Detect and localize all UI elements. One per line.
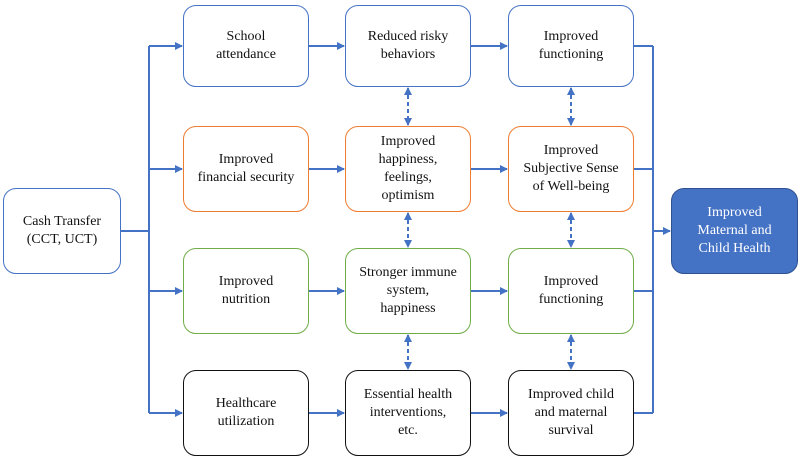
box-row1-col1: School attendance — [183, 5, 309, 87]
box-row2-col3: Improved Subjective Sense of Well-being — [508, 126, 634, 212]
box-row2-col2: Improved happiness, feelings, optimism — [345, 126, 471, 212]
box-row3-col2: Stronger immune system, happiness — [345, 248, 471, 334]
box-row2-col1: Improved financial security — [183, 126, 309, 212]
box-row4-col1: Healthcare utilization — [183, 370, 309, 456]
box-row4-col3: Improved child and maternal survival — [508, 370, 634, 456]
cash-transfer-box: Cash Transfer (CCT, UCT) — [3, 188, 121, 274]
box-row3-col1: Improved nutrition — [183, 248, 309, 334]
box-row4-col2: Essential health interventions, etc. — [345, 370, 471, 456]
box-row1-col2: Reduced risky behaviors — [345, 5, 471, 87]
box-row3-col3: Improved functioning — [508, 248, 634, 334]
outcome-box: Improved Maternal and Child Health — [671, 188, 798, 274]
box-row1-col3: Improved functioning — [508, 5, 634, 87]
